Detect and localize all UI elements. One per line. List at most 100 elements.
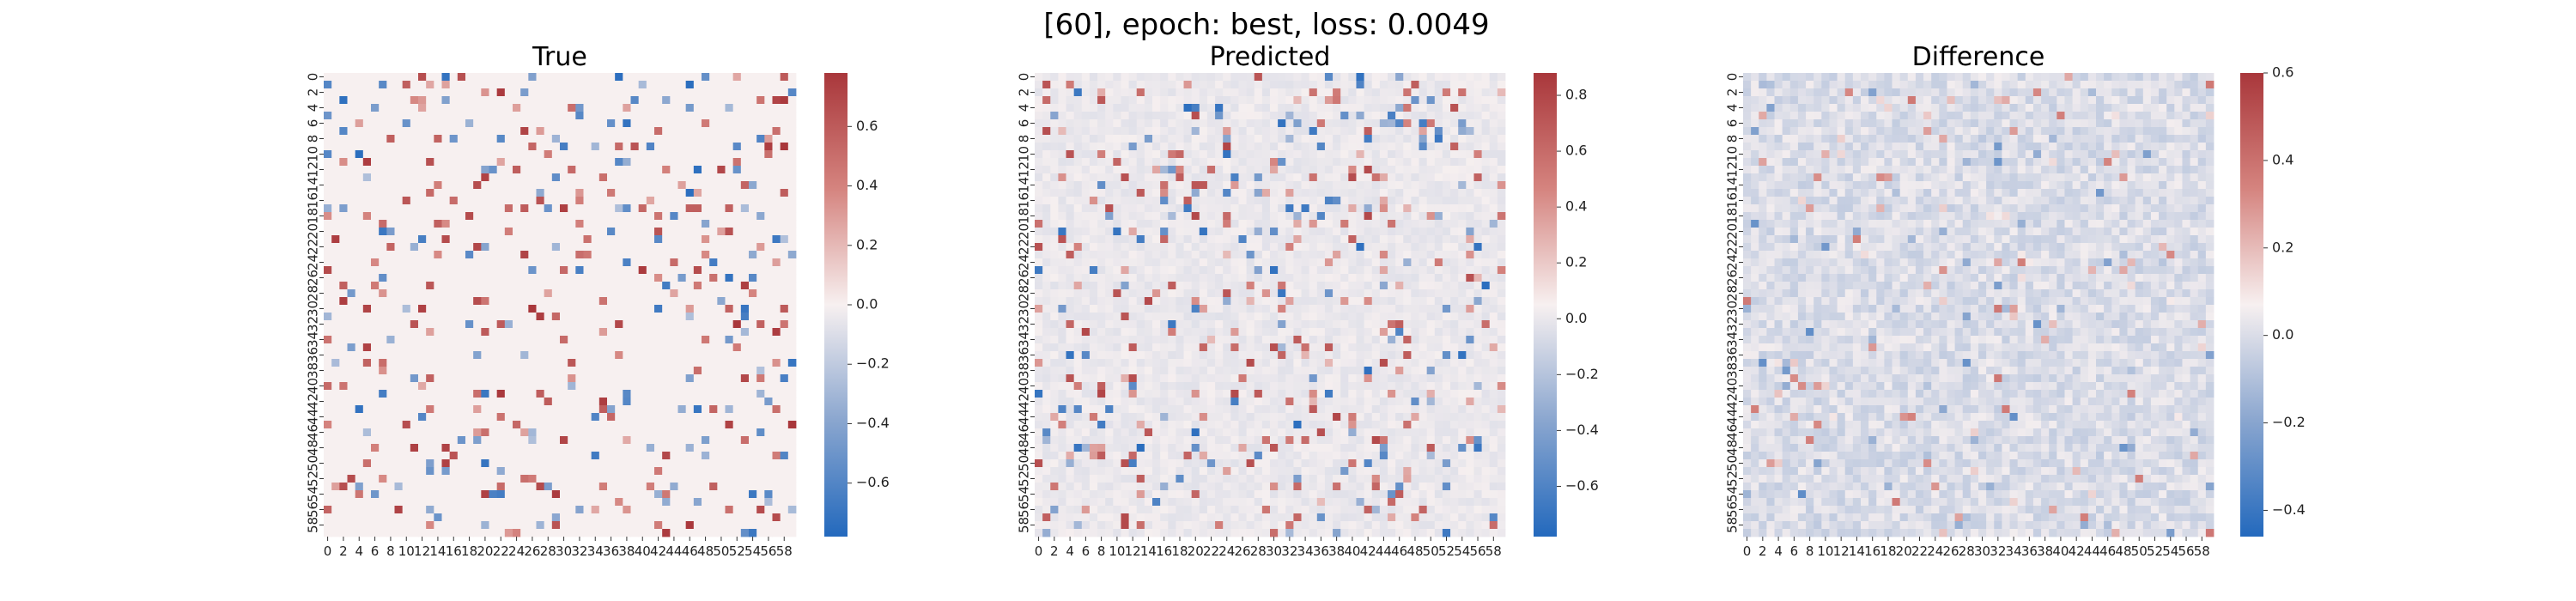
heatmap-cell: [677, 104, 687, 112]
heatmap-cell: [568, 328, 576, 337]
heatmap-cell: [1058, 197, 1066, 205]
heatmap-cell: [749, 351, 757, 360]
heatmap-cell: [591, 506, 600, 514]
heatmap-cell: [513, 382, 521, 391]
heatmap-cell: [1035, 212, 1043, 221]
heatmap-cell: [662, 421, 671, 429]
heatmap-cell: [615, 150, 623, 159]
heatmap-cell: [379, 359, 387, 367]
heatmap-cell: [1340, 212, 1349, 221]
heatmap-cell: [1215, 166, 1224, 174]
heatmap-cell: [1379, 127, 1388, 136]
heatmap-cell: [1379, 88, 1388, 97]
heatmap-cell: [520, 521, 529, 530]
heatmap-cell: [1066, 220, 1075, 228]
heatmap-cell: [1473, 119, 1482, 128]
heatmap-cell: [598, 428, 608, 437]
heatmap-cell: [339, 521, 348, 530]
heatmap-cell: [1285, 204, 1294, 213]
heatmap-cell: [434, 367, 442, 375]
heatmap-cell: [702, 96, 710, 105]
heatmap-cell: [780, 150, 789, 159]
heatmap-cell: [607, 444, 616, 452]
heatmap-cell: [1450, 173, 1459, 182]
heatmap-cell: [544, 127, 553, 136]
heatmap-cell: [1073, 220, 1083, 228]
heatmap-cell: [1481, 88, 1491, 97]
heatmap-cell: [638, 289, 647, 298]
heatmap-cell: [1066, 197, 1075, 205]
heatmap-cell: [1081, 220, 1091, 228]
heatmap-cell: [1191, 166, 1200, 174]
heatmap-cell: [670, 127, 678, 136]
heatmap-cell: [1434, 135, 1443, 143]
heatmap-cell: [1113, 166, 1121, 174]
heatmap-cell: [347, 313, 356, 321]
heatmap-cell: [1206, 119, 1216, 128]
heatmap-cell: [324, 228, 332, 236]
heatmap-cell: [426, 343, 434, 352]
heatmap-cell: [551, 143, 561, 151]
heatmap-cell: [756, 297, 765, 306]
heatmap-cell: [520, 119, 529, 128]
heatmap-cell: [504, 289, 513, 298]
heatmap-cells: [1035, 73, 1506, 537]
heatmap-cell: [324, 274, 332, 282]
heatmap-cell: [465, 235, 474, 244]
heatmap-cell: [1450, 197, 1459, 205]
heatmap-cell: [756, 158, 765, 167]
heatmap-cell: [1230, 181, 1239, 190]
heatmap-cell: [1395, 181, 1404, 190]
heatmap-cell: [1050, 135, 1059, 143]
heatmap-cell: [1105, 104, 1114, 112]
heatmap-cell: [513, 467, 521, 476]
heatmap-cell: [347, 452, 356, 460]
heatmap-cell: [615, 498, 623, 507]
heatmap-cell: [371, 483, 380, 491]
heatmap-cell: [560, 398, 568, 406]
heatmap-cell: [1403, 104, 1412, 112]
heatmap-cell: [386, 297, 395, 306]
heatmap-cell: [449, 313, 459, 321]
heatmap-cell: [591, 282, 600, 290]
heatmap-cell: [623, 181, 631, 190]
heatmap-cell: [441, 343, 451, 352]
heatmap-cell: [402, 521, 411, 530]
heatmap-cell: [709, 328, 718, 337]
heatmap-cell: [481, 220, 489, 228]
heatmap-cell: [623, 529, 631, 537]
heatmap-cell: [339, 220, 348, 228]
heatmap-cell: [1152, 158, 1161, 167]
heatmap-cell: [591, 529, 600, 537]
heatmap-cell: [410, 220, 419, 228]
heatmap-cell: [441, 405, 451, 414]
heatmap-cell: [513, 490, 521, 499]
heatmap-cell: [1199, 150, 1208, 159]
heatmap-cell: [772, 127, 781, 136]
heatmap-cell: [504, 220, 513, 228]
heatmap-cell: [324, 467, 332, 476]
heatmap-cell: [1073, 96, 1083, 105]
heatmap-cell: [1324, 96, 1334, 105]
heatmap-cell: [1223, 197, 1231, 205]
heatmap-cell: [1035, 127, 1043, 136]
heatmap-cell: [630, 204, 640, 213]
heatmap-cell: [1246, 204, 1255, 213]
heatmap-cell: [583, 258, 592, 267]
heatmap-cell: [449, 158, 459, 167]
heatmap-cell: [379, 220, 387, 228]
heatmap-cell: [749, 343, 757, 352]
heatmap-cell: [379, 436, 387, 445]
heatmap-cell: [780, 127, 789, 136]
heatmap-cell: [1434, 96, 1443, 105]
heatmap-cell: [504, 204, 513, 213]
heatmap-cell: [347, 119, 356, 128]
heatmap-cell: [630, 104, 640, 112]
heatmap-cell: [1481, 73, 1491, 82]
heatmap-cell: [386, 104, 395, 112]
heatmap-cell: [630, 173, 640, 182]
heatmap-cell: [677, 81, 687, 89]
heatmap-cell: [426, 166, 434, 174]
heatmap-cell: [347, 158, 356, 167]
heatmap-cell: [1285, 73, 1294, 82]
